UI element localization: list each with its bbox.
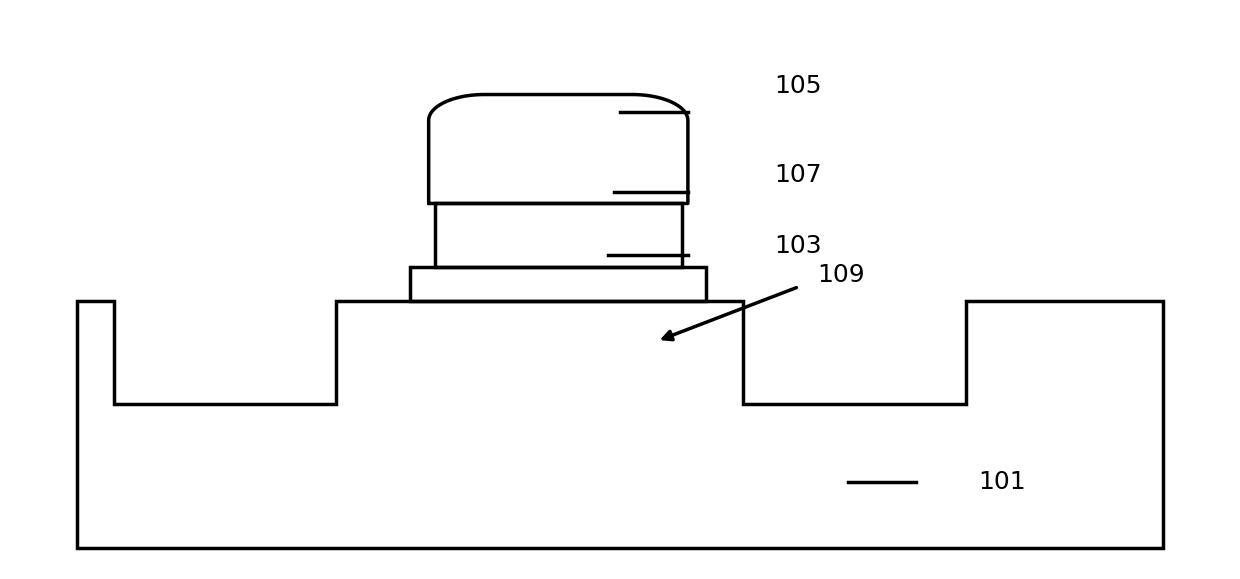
Text: 109: 109	[817, 263, 866, 287]
Text: 107: 107	[774, 163, 822, 187]
Text: 103: 103	[774, 234, 822, 258]
Text: 101: 101	[978, 470, 1025, 494]
Text: 105: 105	[774, 74, 822, 98]
